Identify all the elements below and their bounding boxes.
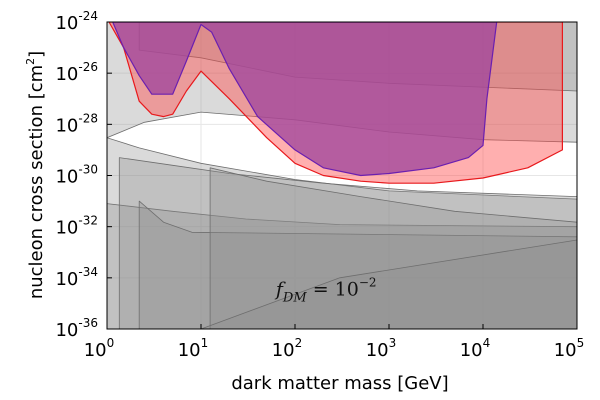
x-tick-exp: 1: [201, 336, 209, 350]
region-purple-9: [112, 22, 498, 177]
region-gray-0: [107, 137, 577, 329]
y-tick-label: 10-34: [55, 265, 98, 290]
y-tick-base: 10: [55, 320, 78, 341]
y-tick-exp: -24: [78, 9, 98, 23]
x-tick-base: 10: [366, 340, 389, 361]
y-tick-label: 10-24: [55, 9, 98, 34]
y-tick-exp: -30: [78, 163, 98, 177]
y-tick-base: 10: [55, 13, 78, 34]
y-tick-base: 10: [55, 115, 78, 136]
region-gray-2: [118, 157, 577, 329]
y-tick-exp: -28: [78, 111, 98, 125]
y-axis-title-text: nucleon cross section [cm: [26, 65, 47, 299]
axis-ticks: 100 101 102 103 104 10510-2410-2610-2810-3010…: [55, 9, 584, 361]
x-tick-base: 10: [272, 340, 295, 361]
y-tick-exp: -36: [78, 316, 98, 330]
y-tick-base: 10: [55, 64, 78, 85]
y-tick-exp: -32: [78, 214, 98, 228]
y-tick-label: 10-26: [55, 60, 98, 85]
x-tick-exp: 4: [483, 336, 491, 350]
regions-layer: [107, 22, 577, 329]
x-tick-label: 104: [460, 336, 491, 361]
x-tick-base: 10: [84, 340, 107, 361]
y-tick-base: 10: [55, 167, 78, 188]
y-tick-exp: -34: [78, 265, 98, 279]
y-tick-label: 10-36: [55, 316, 98, 341]
annotation-eq: = 10: [307, 279, 359, 301]
x-tick-exp: 0: [107, 336, 115, 350]
region-gray-5: [200, 239, 577, 329]
y-tick-label: 10-30: [55, 163, 98, 188]
y-tick-base: 10: [55, 269, 78, 290]
x-tick-label: 101: [178, 336, 209, 361]
region-gray-3: [138, 200, 577, 329]
x-tick-exp: 5: [577, 336, 585, 350]
region-gray-4: [209, 167, 577, 329]
y-tick-label: 10-32: [55, 214, 98, 239]
x-axis-title: dark matter mass [GeV]: [231, 373, 448, 394]
region-gray-1: [107, 203, 577, 329]
annotation-sub: DM: [282, 291, 307, 306]
y-axis-title-close: ]: [26, 51, 47, 58]
x-tick-base: 10: [460, 340, 483, 361]
x-tick-exp: 2: [295, 336, 303, 350]
x-tick-base: 10: [178, 340, 201, 361]
annotation-f: f: [274, 279, 286, 301]
y-axis-title: nucleon cross section [cm2]: [24, 51, 47, 299]
x-tick-label: 102: [272, 336, 303, 361]
exclusion-regions: [107, 22, 577, 329]
x-tick-exp: 3: [389, 336, 397, 350]
y-tick-exp: -26: [78, 60, 98, 74]
y-axis-title-sup: 2: [24, 58, 37, 65]
y-tick-label: 10-28: [55, 111, 98, 136]
fraction-annotation: fDM = 10−2: [274, 276, 377, 306]
x-tick-label: 105: [554, 336, 585, 361]
x-tick-base: 10: [554, 340, 577, 361]
y-tick-base: 10: [55, 218, 78, 239]
x-tick-label: 103: [366, 336, 397, 361]
annotation-exp: −2: [359, 276, 377, 290]
x-tick-label: 100: [84, 336, 115, 361]
